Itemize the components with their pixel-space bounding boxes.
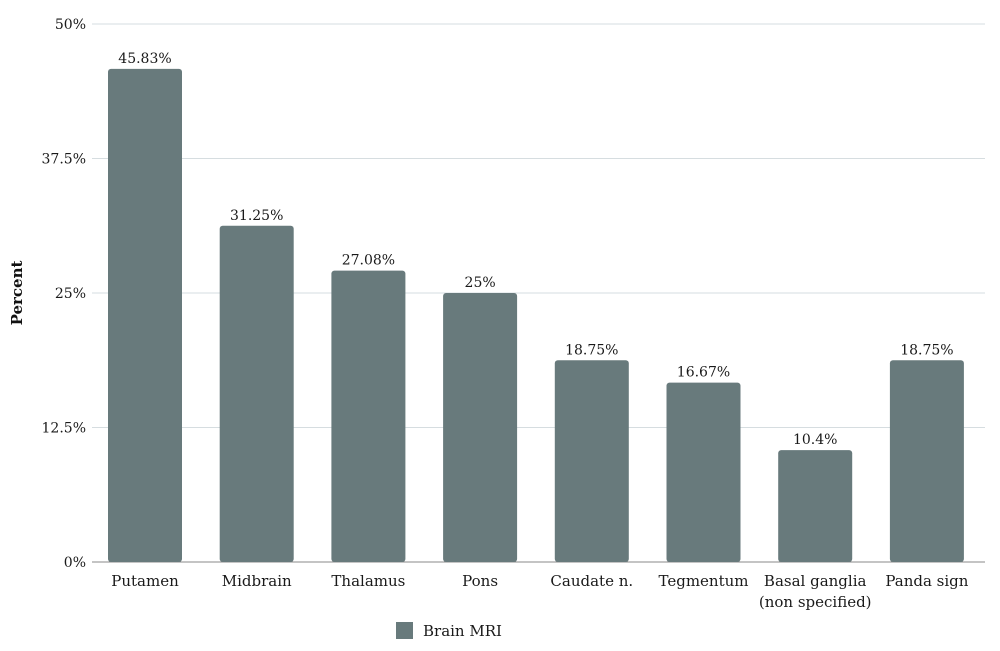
data-label: 18.75% <box>900 342 953 358</box>
bar <box>778 450 853 562</box>
y-tick-label: 12.5% <box>42 421 86 437</box>
y-tick-label: 37.5% <box>42 152 86 168</box>
y-tick-label: 50% <box>55 17 86 33</box>
legend: Brain MRI <box>396 622 502 640</box>
x-category-label: Thalamus <box>331 572 405 590</box>
x-category-label: Midbrain <box>222 572 292 590</box>
x-category-label: Panda sign <box>885 572 968 590</box>
x-category-label: Caudate n. <box>550 572 633 590</box>
data-label: 10.4% <box>793 432 837 448</box>
data-label: 45.83% <box>118 51 171 67</box>
legend-swatch <box>396 622 413 639</box>
data-labels: 45.83% 31.25% 27.08% 25% 18.75% 16.67% 10.4% 18… <box>118 51 953 448</box>
y-axis-label: Percent <box>8 261 26 326</box>
x-category-label: Putamen <box>111 572 179 590</box>
bar <box>554 360 629 562</box>
bar <box>331 270 406 562</box>
bar <box>666 382 741 562</box>
legend-label: Brain MRI <box>423 622 502 640</box>
data-label: 16.67% <box>677 365 730 381</box>
data-label: 31.25% <box>230 208 283 224</box>
bar <box>443 293 518 562</box>
data-label: 25% <box>465 275 496 291</box>
bar <box>108 68 182 562</box>
x-category-label: Pons <box>462 572 498 590</box>
x-category-label: Basal ganglia (non specified) <box>759 572 872 611</box>
bars <box>108 68 964 562</box>
x-category-label: Tegmentum <box>659 572 749 590</box>
data-label: 27.08% <box>342 253 395 269</box>
y-axis-ticks: 0% 12.5% 25% 37.5% 50% <box>42 17 86 571</box>
y-tick-label: 25% <box>55 286 86 302</box>
y-tick-label: 0% <box>64 555 86 571</box>
x-axis-categories: Putamen Midbrain Thalamus Pons Caudate n. Teg… <box>111 572 969 611</box>
data-label: 18.75% <box>565 342 618 358</box>
bar <box>889 360 964 562</box>
bar <box>219 225 294 562</box>
